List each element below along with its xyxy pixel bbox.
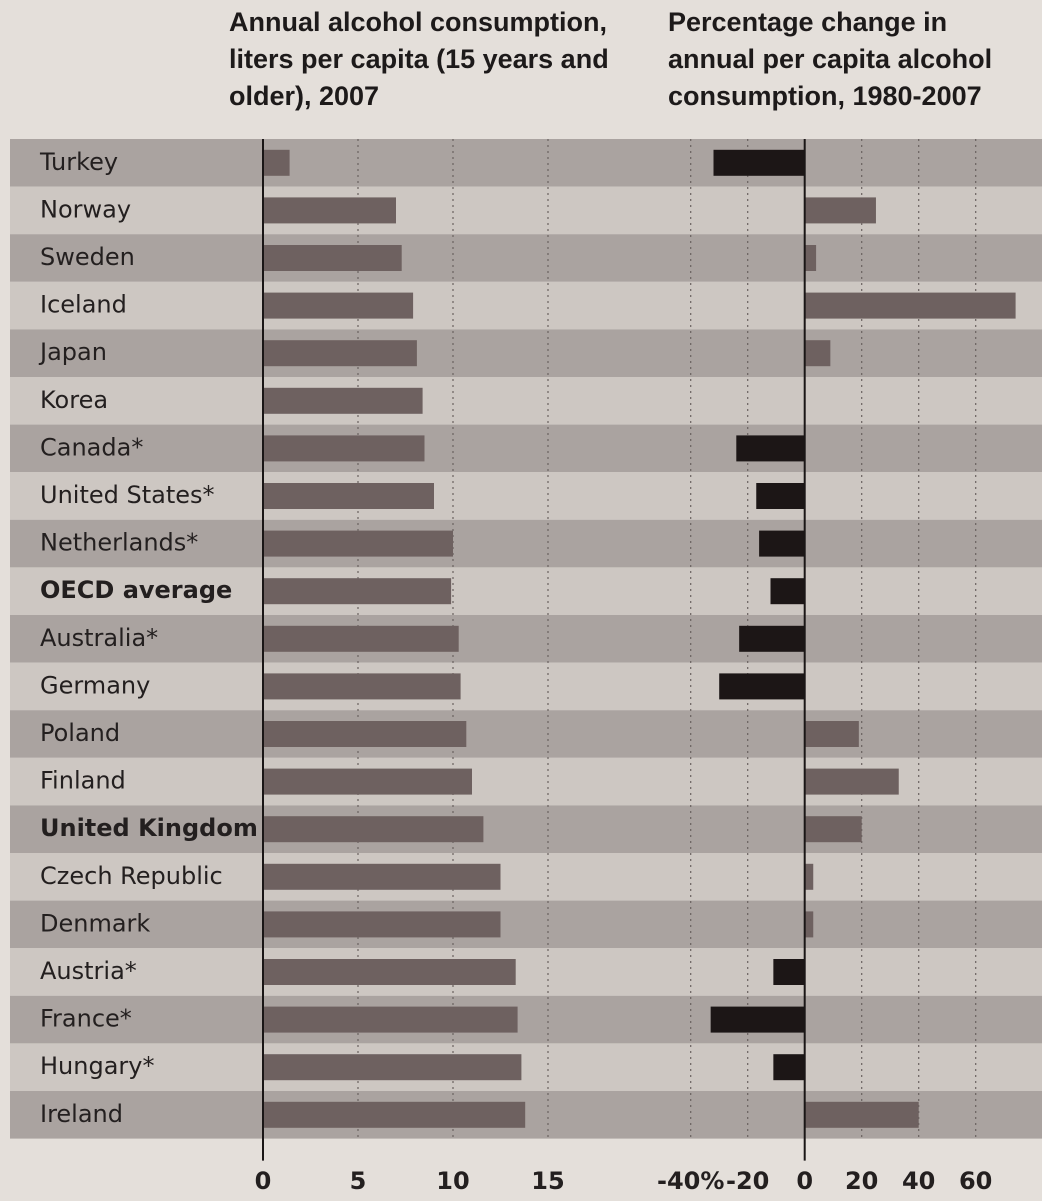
category-label: France*	[40, 1005, 132, 1033]
category-label: Finland	[40, 767, 126, 795]
row-stripe	[10, 948, 1042, 996]
bar	[263, 292, 414, 319]
x-tick-label: 5	[350, 1167, 367, 1195]
bar	[263, 673, 461, 700]
bar	[263, 1054, 522, 1081]
category-label: Japan	[38, 338, 107, 366]
bar	[263, 721, 467, 747]
row-stripe	[10, 377, 1042, 425]
x-tick-label: 15	[531, 1167, 564, 1195]
bar	[804, 245, 817, 271]
row-stripe	[10, 615, 1042, 663]
bar	[773, 1054, 805, 1081]
bar	[804, 1101, 919, 1128]
category-label: Canada*	[40, 433, 143, 461]
bar	[759, 530, 805, 557]
row-stripe	[10, 567, 1042, 615]
bar	[756, 483, 805, 509]
bar	[804, 721, 859, 747]
category-label: Hungary*	[40, 1052, 154, 1080]
bar	[713, 149, 805, 176]
x-tick-label: 60	[959, 1167, 992, 1195]
bar	[263, 197, 396, 224]
category-label: United States*	[40, 481, 215, 509]
category-label: Czech Republic	[40, 862, 223, 890]
chart-title: Annual alcohol consumption, liters per c…	[229, 7, 609, 111]
bar	[263, 625, 459, 652]
bar	[263, 768, 472, 795]
x-tick-label: 0	[796, 1167, 813, 1195]
bar	[804, 292, 1016, 319]
category-label: Denmark	[40, 909, 150, 937]
category-label: Australia*	[40, 624, 158, 652]
row-stripe	[10, 234, 1042, 282]
bar	[710, 1006, 805, 1033]
bar	[263, 435, 425, 462]
category-label: Netherlands*	[40, 529, 198, 557]
bar	[263, 911, 501, 938]
row-stripe	[10, 662, 1042, 711]
row-stripe	[10, 186, 1042, 235]
bar	[770, 578, 805, 605]
row-stripe	[10, 1043, 1042, 1091]
bar	[263, 387, 423, 414]
row-stripe	[10, 424, 1042, 473]
bar	[736, 435, 805, 462]
category-label: Sweden	[40, 243, 135, 271]
bar	[804, 911, 814, 938]
bar	[263, 959, 516, 985]
category-label: Norway	[40, 195, 131, 223]
row-stripe	[10, 472, 1042, 520]
bar	[773, 959, 805, 985]
category-label: Korea	[40, 386, 108, 414]
category-label: Turkey	[39, 148, 118, 176]
row-stripe	[10, 329, 1042, 377]
bar	[263, 530, 453, 557]
bar	[263, 483, 434, 509]
bar	[263, 1006, 518, 1033]
row-stripe	[10, 853, 1042, 901]
category-label: Poland	[40, 719, 120, 747]
bar	[804, 863, 814, 890]
x-tick-label: 0	[255, 1167, 272, 1195]
x-tick-label: 10	[436, 1167, 469, 1195]
row-stripe	[10, 710, 1042, 758]
chart-title: Percentage change in annual per capita a…	[668, 7, 993, 111]
bar	[263, 245, 402, 271]
category-label: OECD average	[40, 576, 232, 604]
x-tick-label: 20	[845, 1167, 878, 1195]
bar	[804, 816, 862, 843]
row-stripe	[10, 805, 1042, 853]
bar	[263, 340, 417, 367]
x-tick-label: -40%	[657, 1167, 724, 1195]
row-stripe	[10, 519, 1042, 568]
x-tick-label: -20	[726, 1167, 769, 1195]
bar	[804, 197, 876, 224]
category-label: Germany	[40, 671, 150, 699]
bar	[739, 625, 805, 652]
category-label: Austria*	[40, 957, 137, 985]
bar	[263, 1101, 526, 1128]
category-label: United Kingdom	[40, 814, 258, 842]
row-stripe	[10, 139, 1042, 187]
bar	[263, 149, 290, 176]
bar	[804, 340, 831, 367]
category-label: Iceland	[40, 291, 127, 319]
row-stripe	[10, 995, 1042, 1044]
bar	[719, 673, 805, 700]
bar	[263, 578, 452, 605]
category-label: Ireland	[40, 1100, 123, 1128]
bar	[263, 816, 484, 843]
bar	[263, 863, 501, 890]
bar	[804, 768, 899, 795]
x-tick-label: 40	[902, 1167, 935, 1195]
row-stripe	[10, 900, 1042, 949]
